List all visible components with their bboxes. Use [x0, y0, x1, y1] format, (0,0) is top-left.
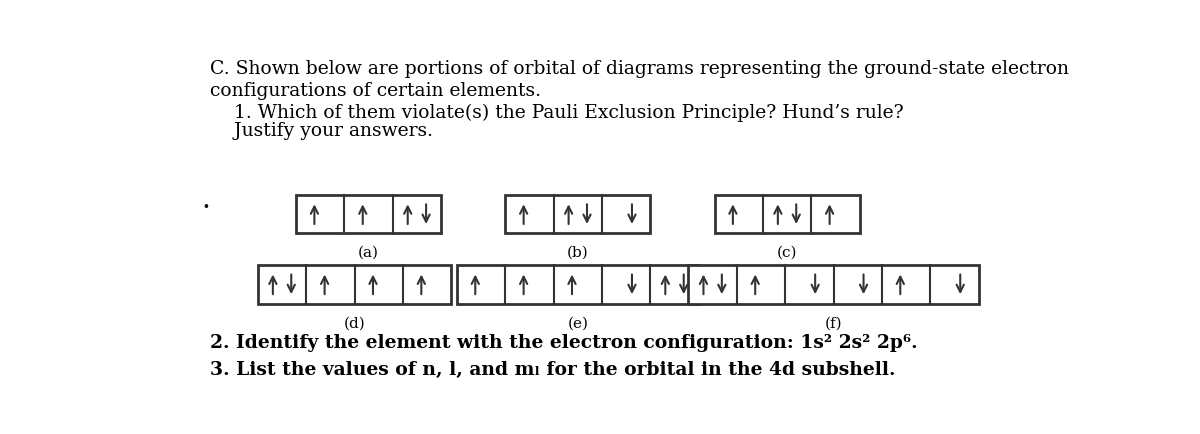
FancyBboxPatch shape — [296, 195, 442, 233]
Text: (d): (d) — [343, 316, 366, 330]
Text: 2. Identify the element with the electron configuration: 1s² 2s² 2p⁶.: 2. Identify the element with the electro… — [210, 335, 918, 352]
Text: (f): (f) — [824, 316, 842, 330]
Text: (b): (b) — [566, 246, 589, 260]
FancyBboxPatch shape — [258, 265, 451, 303]
FancyBboxPatch shape — [689, 265, 979, 303]
FancyBboxPatch shape — [457, 265, 698, 303]
Text: 3. List the values of n, l, and mₗ for the orbital in the 4d subshell.: 3. List the values of n, l, and mₗ for t… — [210, 361, 896, 379]
Text: (a): (a) — [358, 246, 379, 260]
FancyBboxPatch shape — [714, 195, 859, 233]
Text: 1. Which of them violate(s) the Pauli Exclusion Principle? Hund’s rule?: 1. Which of them violate(s) the Pauli Ex… — [210, 104, 904, 122]
Text: C. Shown below are portions of orbital of diagrams representing the ground-state: C. Shown below are portions of orbital o… — [210, 60, 1069, 79]
Text: (c): (c) — [776, 246, 797, 260]
FancyBboxPatch shape — [505, 195, 650, 233]
Text: (e): (e) — [568, 316, 588, 330]
Text: .: . — [202, 187, 210, 214]
Text: Justify your answers.: Justify your answers. — [210, 122, 433, 140]
Text: configurations of certain elements.: configurations of certain elements. — [210, 82, 541, 100]
